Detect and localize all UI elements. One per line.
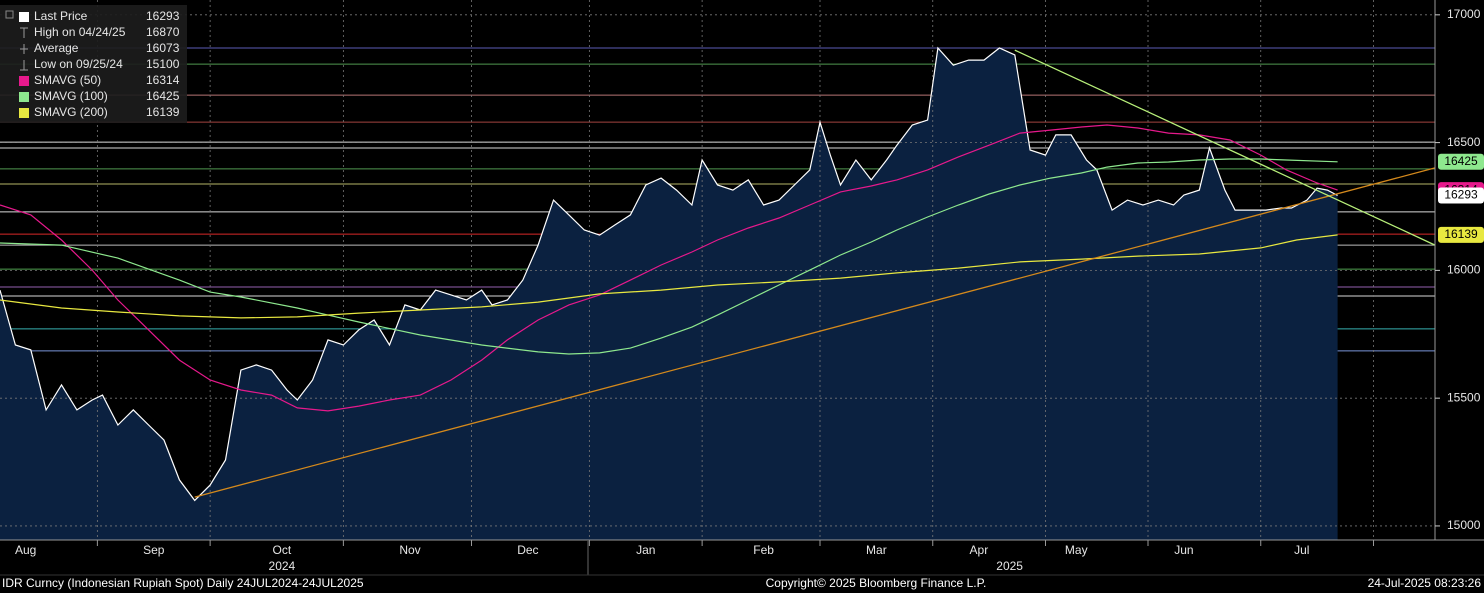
last-value-label: 16425 bbox=[1444, 154, 1478, 168]
trend-line bbox=[1014, 49, 1436, 246]
legend-label: Low on 09/25/24 bbox=[34, 57, 123, 71]
legend: Last Price 16293 High on 04/24/25 16870 Aver… bbox=[0, 5, 187, 123]
x-tick-label: Jul bbox=[1294, 543, 1309, 557]
x-tick-label: Aug bbox=[15, 543, 36, 557]
x-tick-label: May bbox=[1065, 543, 1088, 557]
y-tick-label: 15000 bbox=[1447, 518, 1481, 532]
legend-value: 16293 bbox=[146, 9, 180, 23]
x-tick-label: Nov bbox=[399, 543, 420, 557]
series-line bbox=[0, 46, 1338, 502]
last-value-badge bbox=[1438, 187, 1484, 204]
legend-collapse bbox=[5, 10, 14, 19]
legend-label: Last Price bbox=[34, 9, 88, 23]
year-label: 2025 bbox=[996, 559, 1023, 573]
y-tick-label: 17000 bbox=[1447, 7, 1481, 21]
y-tick-label: 16500 bbox=[1447, 135, 1481, 149]
x-tick-label: Dec bbox=[517, 543, 538, 557]
legend-value: 15100 bbox=[146, 57, 180, 71]
legend-value: 16425 bbox=[146, 89, 180, 103]
legend-label: Average bbox=[34, 41, 79, 55]
price-area bbox=[0, 48, 1338, 540]
x-tick-label: Jun bbox=[1174, 543, 1193, 557]
series-line bbox=[0, 124, 1338, 412]
series-line bbox=[0, 158, 1338, 355]
legend-value: 16139 bbox=[146, 105, 180, 119]
plot bbox=[0, 0, 1436, 540]
x-tick-label: Feb bbox=[753, 543, 774, 557]
footer-left: IDR Curncy (Indonesian Rupiah Spot) Dail… bbox=[2, 576, 364, 590]
year-label: 2024 bbox=[269, 559, 296, 573]
x-tick-label: Jan bbox=[636, 543, 655, 557]
x-tick-label: Oct bbox=[273, 543, 292, 557]
last-value-badge bbox=[1438, 226, 1484, 243]
footer-center: Copyright© 2025 Bloomberg Finance L.P. bbox=[766, 576, 987, 590]
legend-swatch bbox=[19, 76, 29, 86]
x-tick-label: Sep bbox=[143, 543, 165, 557]
legend-value: 16870 bbox=[146, 25, 180, 39]
legend-label: SMAVG (100) bbox=[34, 89, 108, 103]
last-value-label: 16293 bbox=[1444, 188, 1478, 202]
legend-label: SMAVG (50) bbox=[34, 73, 101, 87]
legend-swatch bbox=[19, 108, 29, 118]
last-value-label: 16139 bbox=[1444, 227, 1478, 241]
legend-swatch bbox=[19, 12, 29, 22]
footer-right: 24-Jul-2025 08:23:26 bbox=[1368, 576, 1482, 590]
last-value-badge bbox=[1438, 153, 1484, 170]
x-tick-label: Apr bbox=[970, 543, 989, 557]
legend-label: SMAVG (200) bbox=[34, 105, 108, 119]
series-line bbox=[0, 234, 1338, 319]
legend-value: 16073 bbox=[146, 41, 180, 55]
legend-swatch bbox=[19, 92, 29, 102]
legend-value: 16314 bbox=[146, 73, 180, 87]
x-tick-label: Mar bbox=[866, 543, 887, 557]
y-tick-label: 16000 bbox=[1447, 263, 1481, 277]
legend-box bbox=[0, 5, 187, 123]
y-tick-label: 15500 bbox=[1447, 390, 1481, 404]
legend-label: High on 04/24/25 bbox=[34, 25, 126, 39]
trend-line bbox=[194, 167, 1436, 498]
